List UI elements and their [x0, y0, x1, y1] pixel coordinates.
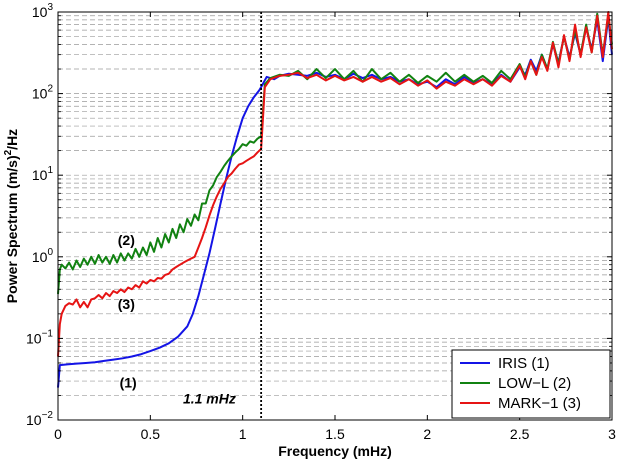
y-tick-base: 10 [32, 249, 48, 265]
y-tick-exponent: −1 [42, 328, 54, 339]
grid [58, 15, 612, 421]
y-tick-label: 100 [32, 247, 54, 265]
y-axis-label-main: Power Spectrum (m/s) [4, 155, 20, 303]
y-axis-label: Power Spectrum (m/s)2/Hz [3, 129, 20, 303]
y-tick-label: 103 [32, 2, 54, 20]
legend-label-3: MARK−1 (3) [498, 395, 581, 412]
y-tick-exponent: 0 [47, 247, 53, 258]
y-tick-exponent: −2 [42, 410, 54, 421]
x-axis-label: Frequency (mHz) [278, 443, 392, 459]
y-axis-label-suffix: /Hz [4, 129, 20, 150]
series-layer [57, 11, 613, 388]
x-tick-label: 0.5 [141, 426, 161, 442]
x-tick-label: 0 [54, 426, 62, 442]
y-tick-base: 10 [26, 330, 42, 346]
series-line-3 [57, 11, 613, 357]
legend-label-2: LOW−L (2) [498, 375, 571, 392]
y-axis-label-superscript: 2 [3, 149, 14, 155]
y-tick-label: 10−1 [26, 328, 53, 346]
annotation-label: (1) [120, 375, 137, 391]
x-tick-label: 2.5 [510, 426, 530, 442]
x-tick-label: 1 [239, 426, 247, 442]
x-tick-label: 2 [423, 426, 431, 442]
y-tick-exponent: 1 [47, 165, 53, 176]
y-tick-label: 10−2 [26, 410, 53, 428]
y-tick-base: 10 [32, 86, 48, 102]
y-tick-base: 10 [32, 4, 48, 20]
annotations: (2) (3) (1) 1.1 mHz [118, 232, 236, 406]
x-tick-label: 3 [608, 426, 616, 442]
legend: IRIS (1) LOW−L (2) MARK−1 (3) [451, 349, 611, 419]
series-line-2 [57, 12, 613, 295]
y-tick-base: 10 [32, 167, 48, 183]
y-tick-label: 102 [32, 84, 54, 102]
annotation-label: 1.1 mHz [183, 390, 236, 406]
y-tick-exponent: 3 [47, 2, 53, 13]
x-tick-label: 1.5 [325, 426, 345, 442]
annotation-label: (2) [118, 232, 135, 248]
y-tick-base: 10 [26, 412, 42, 428]
legend-label-1: IRIS (1) [498, 355, 550, 372]
y-tick-label: 101 [32, 165, 54, 183]
annotation-label: (3) [118, 296, 135, 312]
y-tick-exponent: 2 [47, 84, 53, 95]
